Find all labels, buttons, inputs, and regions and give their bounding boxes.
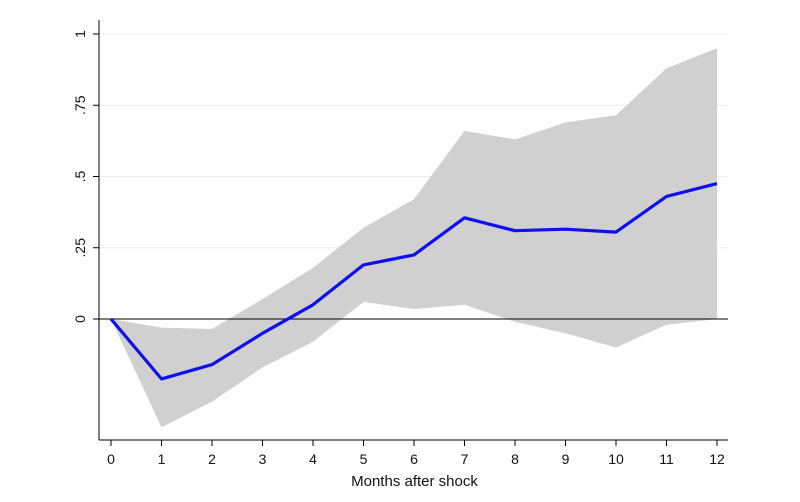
x-tick-label-1: 1 <box>158 451 166 467</box>
x-tick-label-12: 12 <box>709 451 725 467</box>
y-tick-label-2: .5 <box>72 170 88 182</box>
y-axis-ticks: 0 .25 .5 .75 1 <box>72 30 99 323</box>
x-tick-label-8: 8 <box>511 451 519 467</box>
x-tick-label-10: 10 <box>608 451 624 467</box>
y-tick-label-3: .75 <box>72 95 88 115</box>
x-tick-label-7: 7 <box>461 451 469 467</box>
x-tick-label-4: 4 <box>309 451 317 467</box>
x-axis-ticks: 0 1 2 3 4 5 6 7 8 9 10 11 12 <box>107 440 725 467</box>
x-tick-label-5: 5 <box>360 451 368 467</box>
x-tick-label-9: 9 <box>562 451 570 467</box>
y-tick-label-4: 1 <box>72 30 88 38</box>
x-tick-label-0: 0 <box>107 451 115 467</box>
x-tick-label-11: 11 <box>659 451 674 467</box>
y-tick-label-1: .25 <box>72 238 88 258</box>
x-tick-label-6: 6 <box>410 451 418 467</box>
x-tick-label-2: 2 <box>208 451 216 467</box>
x-axis-title: Months after shock <box>351 473 478 490</box>
series-line <box>109 182 718 381</box>
y-tick-label-0: 0 <box>72 315 88 323</box>
x-tick-label-3: 3 <box>259 451 267 467</box>
